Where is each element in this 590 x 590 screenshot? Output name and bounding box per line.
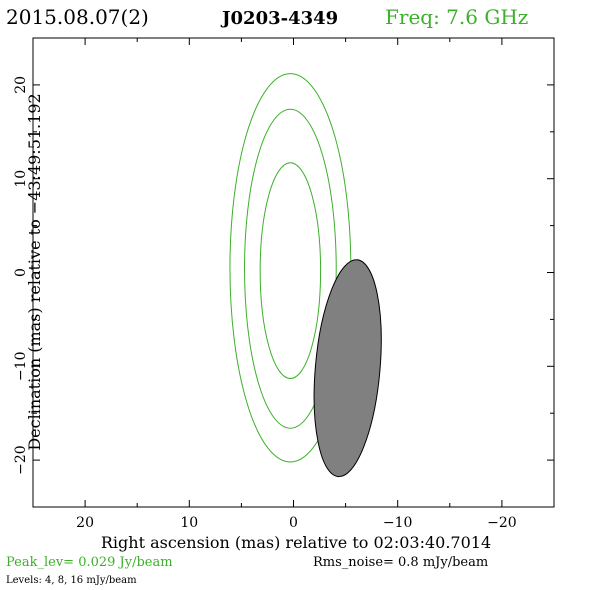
- beam-group: [313, 259, 382, 478]
- contour-level-16: [259, 162, 322, 379]
- rms-noise: Rms_noise= 0.8 mJy/beam: [313, 555, 488, 570]
- x-tick-label: −10: [383, 515, 413, 531]
- y-tick-label: 10: [13, 170, 29, 188]
- x-axis-label: Right ascension (mas) relative to 02:03:…: [101, 533, 491, 552]
- beam-ellipse: [313, 259, 382, 478]
- observation-date: 2015.08.07(2): [6, 5, 149, 29]
- y-axis-label: Declination (mas) relative to −43:49:51.…: [25, 93, 44, 450]
- y-tick-label: −10: [13, 352, 29, 382]
- frequency-label: Freq: 7.6 GHz: [385, 5, 528, 29]
- x-tick-label: −20: [487, 515, 517, 531]
- contour-levels: Levels: 4, 8, 16 mJy/beam: [6, 575, 137, 586]
- y-tick-label: −20: [13, 445, 29, 475]
- tick-group: 20 10 0 −10 −20 20 10 0 −10 −20: [13, 37, 555, 531]
- y-tick-label: 0: [13, 268, 29, 277]
- x-tick-label: 0: [289, 515, 298, 531]
- x-tick-label: 20: [76, 515, 94, 531]
- source-name: J0203-4349: [220, 8, 338, 29]
- x-tick-label: 10: [180, 515, 198, 531]
- contour-level-8: [244, 108, 337, 429]
- y-tick-label: 20: [13, 76, 29, 94]
- peak-level: Peak_lev= 0.029 Jy/beam: [6, 555, 173, 570]
- plot-frame: [32, 37, 555, 508]
